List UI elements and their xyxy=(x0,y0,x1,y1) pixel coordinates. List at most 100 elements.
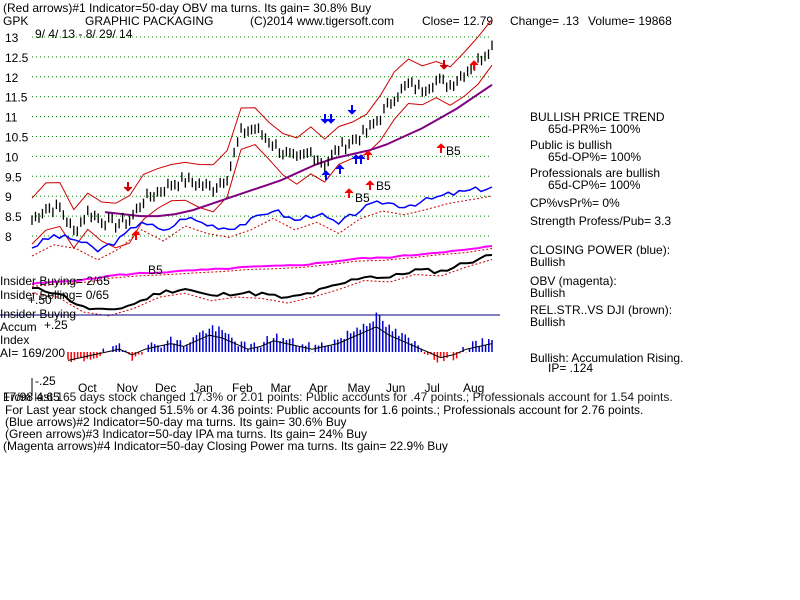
arrow-head xyxy=(321,170,331,176)
ticker: GPK xyxy=(3,14,28,28)
arrow-head xyxy=(344,188,354,194)
index-label: Index xyxy=(0,333,29,347)
arrow-head xyxy=(436,143,446,149)
op-value: 65d-OP%= 100% xyxy=(548,150,641,164)
insider-buying-label: Insider Buying= 2/65 xyxy=(0,274,110,288)
down-arrow-icon xyxy=(123,182,133,192)
accum-label: Accum xyxy=(0,320,37,334)
down-arrow-icon xyxy=(320,114,330,124)
arrow-head xyxy=(335,164,345,170)
b5-annotation: B5 xyxy=(355,191,370,205)
up-arrow-icon xyxy=(365,180,375,190)
company-name: GRAPHIC PACKAGING xyxy=(85,14,213,28)
obv-line xyxy=(31,245,493,285)
strength-value: Strength Profess/Pub= 3.3 xyxy=(530,214,671,228)
rel-str-ma-line xyxy=(31,259,493,317)
down-arrow-icon xyxy=(326,114,336,124)
x-tick-label: Aug xyxy=(463,381,484,395)
y-tick-label: 8 xyxy=(5,230,12,244)
closing-power-title: CLOSING POWER (blue): xyxy=(530,243,670,257)
x-tick-label: Mar xyxy=(271,381,292,395)
arrow-head xyxy=(326,118,336,124)
b5-annotations: B5 B5 B5 B5 xyxy=(148,144,461,277)
arrow-head xyxy=(469,60,479,66)
change-value: Change= .13 xyxy=(510,14,579,28)
b5-annotation: B5 xyxy=(376,179,391,193)
x-tick-label: Apr xyxy=(309,381,328,395)
arrow-head xyxy=(131,230,141,236)
arrow-head xyxy=(439,64,449,70)
header-line1: (Red arrows)#1 Indicator=50-day OBV ma t… xyxy=(3,1,371,15)
y-tick-label: 12.5 xyxy=(5,51,29,65)
arrow-head xyxy=(356,154,366,160)
closing-power-ma-line xyxy=(31,195,493,261)
closing-power-line xyxy=(31,186,493,253)
up-arrow-icon xyxy=(469,60,479,70)
y-tick-label: 8.5 xyxy=(5,210,22,224)
y-tick-label: 12 xyxy=(5,71,19,85)
x-tick-label: Oct xyxy=(78,381,97,395)
cp-value: 65d-CP%= 100% xyxy=(548,178,641,192)
signal-arrows xyxy=(123,60,479,240)
footer-line3: (Blue arrows)#2 Indicator=50-day ma turn… xyxy=(5,415,347,429)
accum-index-ma-line xyxy=(67,326,493,361)
x-tick-label: May xyxy=(348,381,371,395)
arrow-head xyxy=(363,150,373,156)
obv-status: Bullish xyxy=(530,286,565,300)
arrow-head xyxy=(365,180,375,186)
x-tick-label: Nov xyxy=(117,381,138,395)
y-tick-label: 10 xyxy=(5,150,19,164)
footer-line1: From last 165 days stock changed 17.3% o… xyxy=(3,390,673,404)
up-arrow-icon xyxy=(321,170,331,180)
x-tick-label: Jan xyxy=(194,381,213,395)
insider-buying2-label: Insider Buying xyxy=(0,307,76,321)
up-arrow-icon xyxy=(131,230,141,240)
trend-title: BULLISH PRICE TREND xyxy=(530,110,665,124)
arrow-head xyxy=(347,109,357,115)
up-arrow-icon xyxy=(436,143,446,153)
public-title: Public is bullish xyxy=(530,138,612,152)
minus25-label: -.25 xyxy=(35,374,56,388)
ip-value: IP= .124 xyxy=(548,361,593,375)
upper-band xyxy=(31,19,493,211)
pros-title: Professionals are bullish xyxy=(530,166,660,180)
cpvspr-value: CP%vsPr%= 0% xyxy=(530,196,620,210)
up-arrow-icon xyxy=(363,150,373,160)
relstr-title: REL.STR..VS DJI (brown): xyxy=(530,303,672,317)
closing-power-status: Bullish xyxy=(530,255,565,269)
relstr-status: Bullish xyxy=(530,315,565,329)
down-arrow-icon xyxy=(439,60,449,70)
footer-line5: (Magenta arrows)#4 Indicator=50-day Clos… xyxy=(3,439,448,453)
footer-line2: For Last year stock changed 51.5% or 4.3… xyxy=(5,403,643,417)
y-tick-label: 13 xyxy=(5,31,19,45)
ma65-line xyxy=(104,83,493,218)
b5-annotation: B5 xyxy=(148,263,163,277)
y-axis: 13 12.5 12 11.5 11 10.5 10 9.5 9 8.5 8 xyxy=(5,31,29,244)
y-tick-label: 11 xyxy=(5,111,18,125)
footer-prefix: 17/98 4:65 xyxy=(3,390,60,404)
insider-selling-label: Insider Selling= 0/65 xyxy=(0,288,109,302)
plus25-label: +.25 xyxy=(44,318,68,332)
up-arrow-icon xyxy=(335,164,345,174)
up-arrow-icon xyxy=(344,188,354,198)
arrow-head xyxy=(123,186,133,192)
obv-ma-line xyxy=(31,248,493,287)
y-tick-label: 10.5 xyxy=(5,131,29,145)
accum-title: Bullish: Accumulation Rising. xyxy=(530,351,683,365)
x-tick-label: Dec xyxy=(155,381,176,395)
plus50-label: +.50 xyxy=(28,293,52,307)
y-tick-label: 9.5 xyxy=(5,170,22,184)
date-range: 9/ 4/ 13 - 8/ 29/ 14 xyxy=(35,27,133,41)
y-tick-label: 11.5 xyxy=(5,91,28,105)
lower-band xyxy=(31,64,493,249)
footer-line4: (Green arrows)#3 Indicator=50-day IPA ma… xyxy=(5,427,367,441)
ai-label: AI= 169/200 xyxy=(0,346,65,360)
down-arrow-icon xyxy=(347,105,357,115)
b5-annotation: B5 xyxy=(446,144,461,158)
x-tick-label: Jul xyxy=(425,381,440,395)
obv-title: OBV (magenta): xyxy=(530,274,617,288)
volume-value: Volume= 19868 xyxy=(588,14,672,28)
x-tick-label: Jun xyxy=(386,381,405,395)
close-value: Close= 12.79 xyxy=(422,14,493,28)
